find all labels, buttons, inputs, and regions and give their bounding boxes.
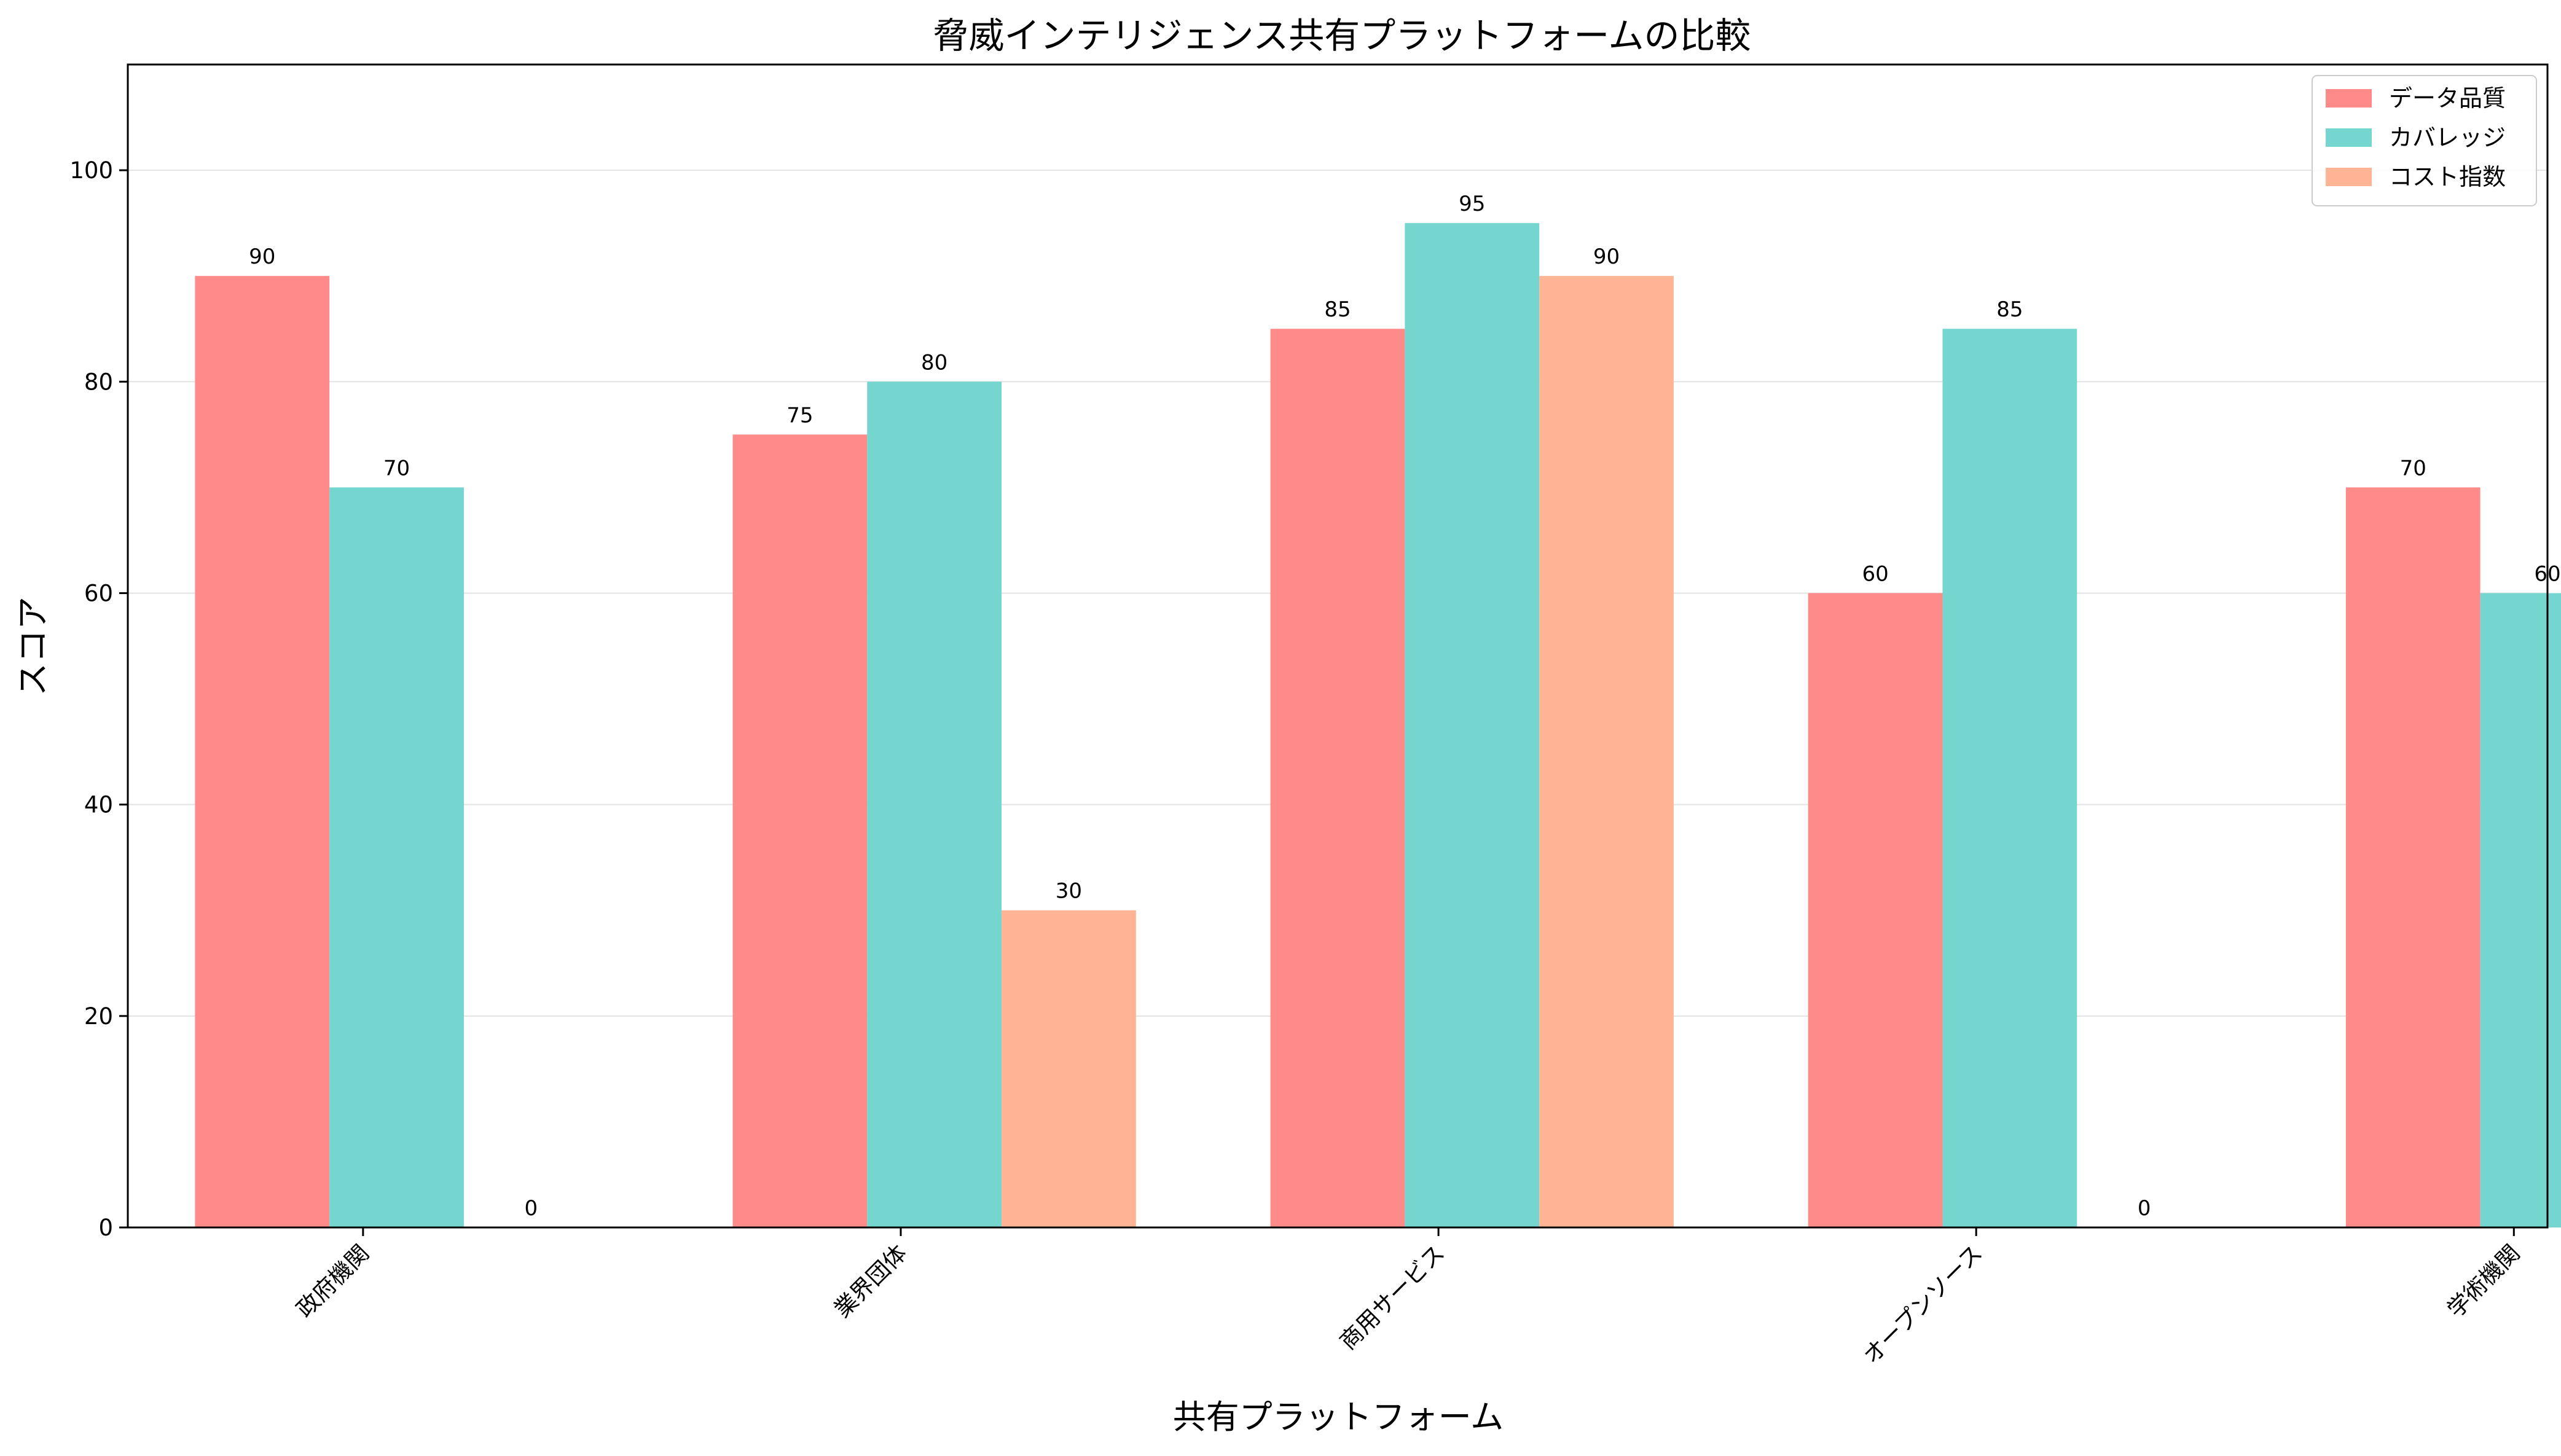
bar-value-label: 90 — [1593, 245, 1620, 269]
bar-value-label: 60 — [1862, 562, 1888, 586]
y-tick-label: 40 — [84, 792, 113, 818]
bar — [1270, 329, 1405, 1227]
plot-frame — [127, 63, 2549, 1229]
bar — [2480, 593, 2561, 1227]
bar-value-label: 75 — [786, 403, 813, 428]
legend-label: コスト指数 — [2389, 163, 2506, 190]
bar — [1002, 910, 1136, 1227]
bar-value-label: 95 — [1459, 192, 1485, 216]
bar-value-label: 0 — [2138, 1196, 2151, 1221]
value-labels: 9070075803085959060850706020 — [249, 192, 2560, 1221]
y-tick-label: 60 — [84, 580, 113, 606]
bar — [1539, 276, 1674, 1227]
legend-label: カバレッジ — [2389, 124, 2506, 151]
bar-value-label: 70 — [2400, 456, 2426, 480]
bar-value-label: 80 — [921, 350, 947, 375]
legend-swatch — [2326, 168, 2372, 186]
chart-title: 脅威インテリジェンス共有プラットフォームの比較 — [933, 15, 1751, 57]
y-axis: 0 20 40 60 80 100 — [69, 157, 128, 1241]
y-tick-label: 0 — [98, 1215, 113, 1241]
y-tick-label: 20 — [84, 1003, 113, 1030]
x-axis-label: 共有プラットフォーム — [1173, 1398, 1504, 1436]
legend-swatch — [2326, 89, 2372, 108]
bar-value-label: 90 — [249, 245, 275, 269]
bar — [1942, 329, 2077, 1227]
bar-value-label: 30 — [1056, 879, 1082, 904]
y-axis-label: スコア — [14, 597, 52, 696]
legend-swatch — [2326, 128, 2372, 147]
bar — [2345, 487, 2481, 1227]
bar — [329, 487, 464, 1227]
legend-label: データ品質 — [2389, 85, 2506, 112]
y-tick-label: 100 — [69, 157, 113, 184]
bar — [732, 434, 868, 1228]
bar-value-label: 70 — [383, 456, 410, 480]
bar — [1808, 593, 1943, 1227]
bar-value-label: 0 — [525, 1196, 538, 1221]
bars — [195, 223, 2561, 1228]
y-tick-label: 80 — [84, 369, 113, 395]
bar — [195, 276, 330, 1227]
bar-value-label: 85 — [1996, 297, 2023, 322]
bar — [1405, 223, 1540, 1227]
bar — [867, 382, 1002, 1227]
bar-value-label: 85 — [1324, 297, 1351, 322]
